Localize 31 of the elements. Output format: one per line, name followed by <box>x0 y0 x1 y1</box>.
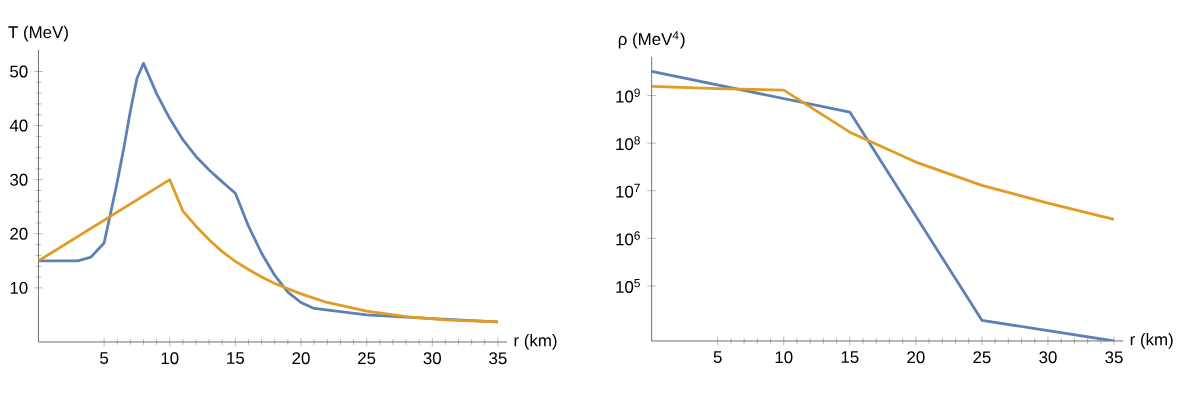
line-series <box>651 85 1116 221</box>
x-tick-label: 5 <box>713 351 722 364</box>
x-tick-label: 5 <box>100 352 109 365</box>
x-tick-label: 20 <box>907 351 925 364</box>
y-tick-label: 10$^{9}$ <box>616 88 640 103</box>
y-tick-label: 20 <box>10 227 28 240</box>
x-tick-label: 25 <box>973 351 991 364</box>
y-tick-label: 30 <box>10 173 28 186</box>
x-tick-label: 20 <box>292 352 310 365</box>
y-axis-title: T (MeV) <box>8 25 68 42</box>
y-tick-label: 10$^{5}$ <box>616 279 640 294</box>
x-axis-title: r (km) <box>1130 333 1173 349</box>
x-tick-label: 35 <box>1105 351 1123 364</box>
x-tick-label: 10 <box>775 351 793 364</box>
x-tick-label: 15 <box>841 351 859 364</box>
y-tick-label: 10$^{8}$ <box>616 136 640 151</box>
y-tick-label: 50 <box>10 65 28 78</box>
y-tick-label: 40 <box>9 119 28 132</box>
line-series <box>651 70 1116 342</box>
y-tick-label: 10$^{6}$ <box>616 231 640 246</box>
x-tick-label: 25 <box>358 352 376 365</box>
x-axis-title: r (km) <box>514 334 557 350</box>
x-tick-label: 30 <box>423 352 441 365</box>
x-tick-label: 10 <box>161 352 179 365</box>
y-axis-title: ρ (MeV$^{4}$) <box>618 31 685 49</box>
line-series <box>38 178 500 324</box>
y-tick-label: 10 <box>10 281 28 294</box>
y-tick-label: 10$^{7}$ <box>616 183 640 198</box>
x-tick-label: 15 <box>227 352 245 365</box>
x-tick-label: 30 <box>1039 351 1057 364</box>
x-tick-label: 35 <box>489 352 507 365</box>
